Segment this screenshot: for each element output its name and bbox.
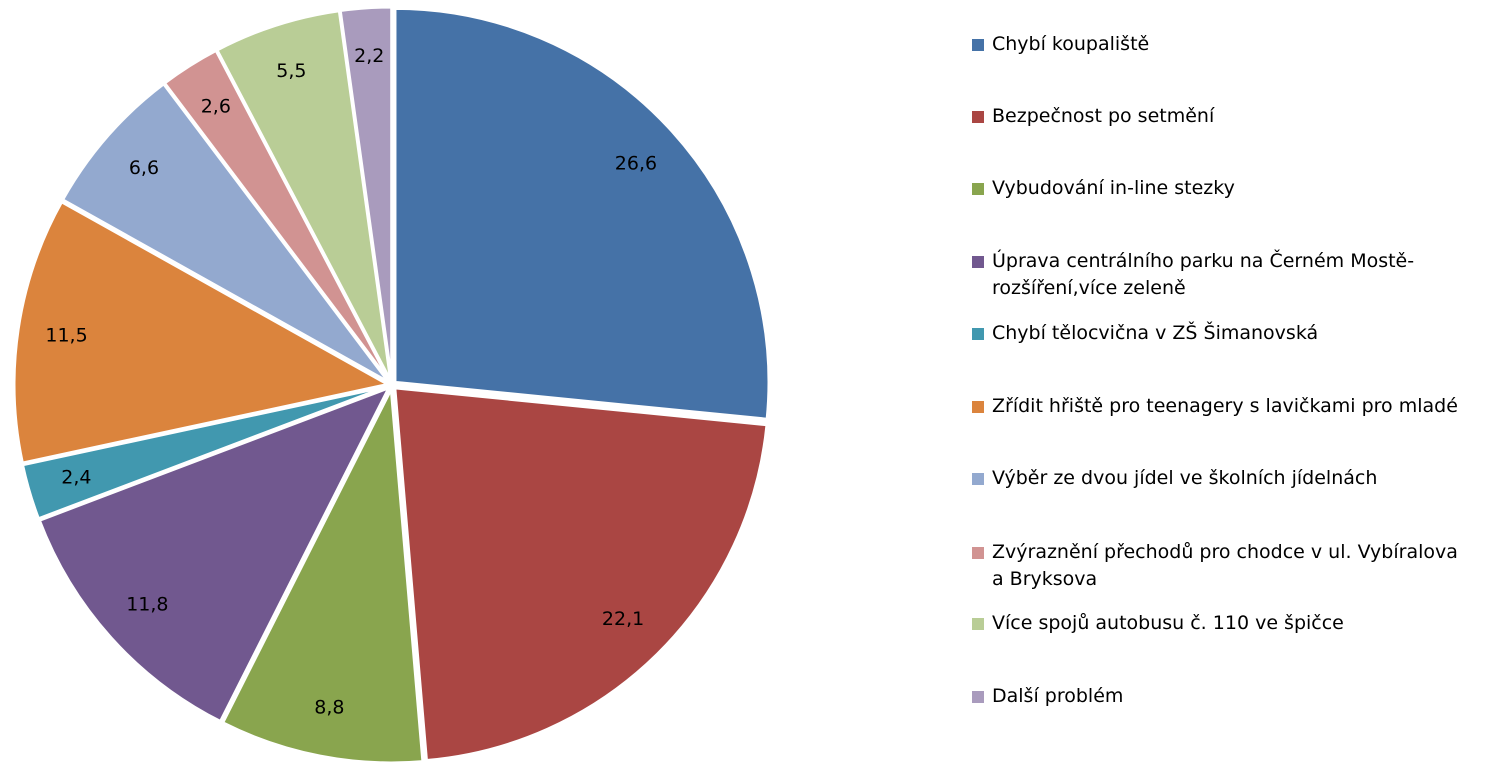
pie-slice xyxy=(12,199,393,465)
data-label: 26,6 xyxy=(615,153,657,175)
legend-swatch xyxy=(972,473,984,485)
legend-label: Zřídit hřiště pro teenagery s lavičkami … xyxy=(992,395,1458,417)
data-label: 2,6 xyxy=(201,96,231,118)
legend-item: Další problém xyxy=(972,683,1472,710)
pie-slice xyxy=(60,81,391,384)
legend-label: Výběr ze dvou jídel ve školních jídelnác… xyxy=(992,467,1378,489)
pie-slice xyxy=(37,384,393,724)
legend-item: Zřídit hřiště pro teenagery s lavičkami … xyxy=(972,393,1472,420)
data-label: 2,2 xyxy=(354,45,384,67)
pie-slice xyxy=(393,6,771,421)
legend-swatch xyxy=(972,547,984,559)
legend-item: Úprava centrálního parku na Černém Mostě… xyxy=(972,248,1472,302)
pie-slice xyxy=(214,9,393,382)
legend-item: Výběr ze dvou jídel ve školních jídelnác… xyxy=(972,465,1472,492)
legend-item: Zvýraznění přechodů pro chodce v ul. Vyb… xyxy=(972,539,1472,593)
data-label: 6,6 xyxy=(129,157,159,179)
legend-swatch xyxy=(972,401,984,413)
data-label: 11,5 xyxy=(45,325,87,347)
data-label: 11,8 xyxy=(126,594,168,616)
legend-label: Zvýraznění přechodů pro chodce v ul. Vyb… xyxy=(992,541,1458,590)
legend-swatch xyxy=(972,39,984,51)
chart: 26,6 22,1 8,8 11,8 2,4 11,5 6,6 2,6 5,5 2,2 xyxy=(12,5,771,763)
legend-swatch xyxy=(972,328,984,340)
legend-swatch xyxy=(972,256,984,268)
legend-item: Vybudování in-line stezky xyxy=(972,175,1472,202)
legend-item: Bezpečnost po setmění xyxy=(972,103,1472,130)
legend-item: Chybí koupaliště xyxy=(972,31,1472,58)
legend-swatch xyxy=(972,111,984,123)
data-label: 2,4 xyxy=(61,467,91,489)
legend-label: Bezpečnost po setmění xyxy=(992,105,1215,127)
legend-label: Další problém xyxy=(992,685,1124,707)
legend-label: Chybí tělocvična v ZŠ Šimanovská xyxy=(992,322,1319,344)
pie-slice xyxy=(20,384,389,521)
legend-label: Úprava centrálního parku na Černém Mostě… xyxy=(992,250,1415,299)
data-label: 8,8 xyxy=(314,697,344,719)
legend-swatch xyxy=(972,691,984,703)
data-label: 5,5 xyxy=(276,60,306,82)
pie-slice xyxy=(393,386,769,763)
legend-label: Více spojů autobusu č. 110 ve špičce xyxy=(992,612,1344,634)
legend-item: Více spojů autobusu č. 110 ve špičce xyxy=(972,610,1472,637)
pie-slice xyxy=(338,5,394,382)
data-label: 22,1 xyxy=(602,608,644,630)
pie-slice xyxy=(220,383,425,763)
legend-item: Chybí tělocvična v ZŠ Šimanovská xyxy=(972,320,1472,347)
legend-label: Chybí koupaliště xyxy=(992,33,1150,55)
legend-swatch xyxy=(972,183,984,195)
legend-label: Vybudování in-line stezky xyxy=(992,177,1235,199)
legend-swatch xyxy=(972,618,984,630)
